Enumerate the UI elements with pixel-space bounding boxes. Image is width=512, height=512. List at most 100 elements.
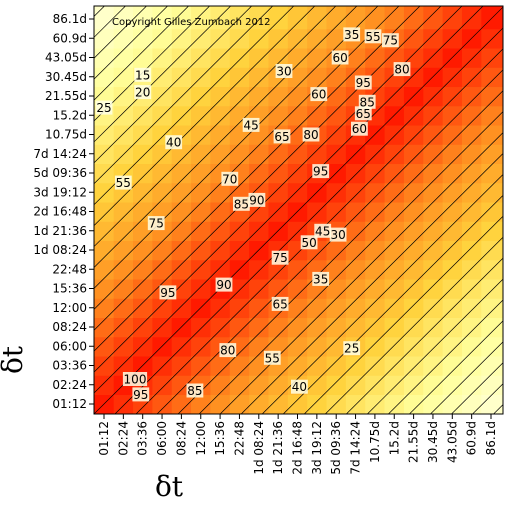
contour-label-bg xyxy=(354,75,372,90)
heat-cell xyxy=(345,375,366,396)
heat-cell xyxy=(423,28,444,49)
heat-cell xyxy=(133,105,153,126)
heat-cell xyxy=(307,28,328,49)
heat-cell xyxy=(326,355,347,376)
contour-line xyxy=(94,6,484,394)
heat-cell xyxy=(345,259,366,280)
contour-label-text: 30 xyxy=(330,228,345,242)
heat-cell xyxy=(365,240,386,261)
heat-cell xyxy=(461,124,482,145)
x-tick-label: 21.55d xyxy=(407,421,421,463)
contour-label-bg xyxy=(382,33,399,48)
heat-cell xyxy=(326,201,347,222)
y-tick-label: 43.05d xyxy=(45,51,87,65)
heat-cell xyxy=(229,47,250,68)
heat-cell xyxy=(191,124,212,145)
heat-cell xyxy=(442,6,463,30)
heat-cell xyxy=(384,201,405,222)
heat-cell xyxy=(461,144,482,165)
heat-cell xyxy=(210,182,231,203)
heat-cell xyxy=(171,67,192,88)
y-tick-label: 15.2d xyxy=(53,108,87,122)
y-tick-label: 03:36 xyxy=(52,359,87,373)
heat-cell xyxy=(152,259,173,280)
y-tick-label: 22:48 xyxy=(52,262,87,276)
heat-cell xyxy=(171,278,192,299)
heat-cell xyxy=(461,182,482,203)
heat-cell xyxy=(461,298,482,319)
contour-label-text: 45 xyxy=(315,224,330,238)
heat-cell xyxy=(326,298,347,319)
heat-cell xyxy=(94,67,115,88)
contour-label: 75 xyxy=(382,33,399,48)
y-tick-label: 06:00 xyxy=(52,339,87,353)
heat-cell xyxy=(461,86,482,107)
heat-cell xyxy=(113,67,134,88)
contour-label-bg xyxy=(271,296,289,311)
heat-cell xyxy=(133,336,153,357)
heat-cell xyxy=(403,163,424,184)
contour-layer xyxy=(94,6,503,414)
contour-label-text: 80 xyxy=(303,128,318,142)
heat-cell xyxy=(345,355,366,376)
contour-label: 40 xyxy=(165,135,183,150)
heat-cell xyxy=(326,6,347,30)
heat-cell xyxy=(287,105,308,126)
contour-line xyxy=(303,215,503,414)
heat-cell xyxy=(384,182,405,203)
heat-cell xyxy=(191,394,212,414)
heat-cell xyxy=(442,124,463,145)
heat-cell xyxy=(229,317,250,338)
heat-cell xyxy=(365,201,386,222)
heat-cell xyxy=(307,394,328,414)
heat-cell xyxy=(133,298,153,319)
heat-cell xyxy=(113,28,134,49)
heat-cell xyxy=(268,6,289,30)
heat-cell xyxy=(268,375,289,396)
heat-cell xyxy=(287,86,308,107)
heat-cell xyxy=(345,163,366,184)
heat-cell xyxy=(94,182,115,203)
contour-label: 95 xyxy=(312,164,330,179)
y-tick-label: 3d 19:12 xyxy=(33,185,87,199)
heat-cell xyxy=(268,144,289,165)
contour-label-text: 65 xyxy=(274,130,289,144)
heat-cell xyxy=(287,47,308,68)
contour-label: 95 xyxy=(159,285,177,300)
heat-cell xyxy=(461,28,482,49)
contour-label-text: 95 xyxy=(160,286,175,300)
heat-cell xyxy=(210,144,231,165)
heat-cell xyxy=(384,278,405,299)
heat-cell xyxy=(171,355,192,376)
contour-line xyxy=(324,236,503,414)
heat-cell xyxy=(403,240,424,261)
heat-cell xyxy=(249,86,270,107)
heat-cell xyxy=(268,163,289,184)
heat-cell xyxy=(133,182,153,203)
heat-cell xyxy=(461,163,482,184)
heat-cell xyxy=(326,317,347,338)
heat-cell xyxy=(249,144,270,165)
heat-cell xyxy=(326,182,347,203)
contour-label-text: 55 xyxy=(365,30,380,44)
heat-cell xyxy=(249,6,270,30)
heat-cell xyxy=(113,336,134,357)
y-tick-label: 7d 14:24 xyxy=(33,147,87,161)
heat-cell xyxy=(307,355,328,376)
heat-cell xyxy=(423,355,444,376)
heat-cell xyxy=(210,6,231,30)
heat-cell xyxy=(268,278,289,299)
x-tick-label: 01:12 xyxy=(97,421,111,456)
x-tick-label: 2d 16:48 xyxy=(291,421,305,475)
heat-cell xyxy=(287,355,308,376)
heat-cell xyxy=(229,298,250,319)
heat-cell xyxy=(307,47,328,68)
copyright-notice: Copyright Gilles Zumbach 2012 xyxy=(112,17,271,28)
heat-cell xyxy=(152,67,173,88)
contour-label: 95 xyxy=(132,387,150,402)
heat-cell xyxy=(191,47,212,68)
contour-label: 60 xyxy=(351,121,368,136)
y-tick-label: 02:24 xyxy=(52,378,87,392)
heat-cell xyxy=(229,86,250,107)
